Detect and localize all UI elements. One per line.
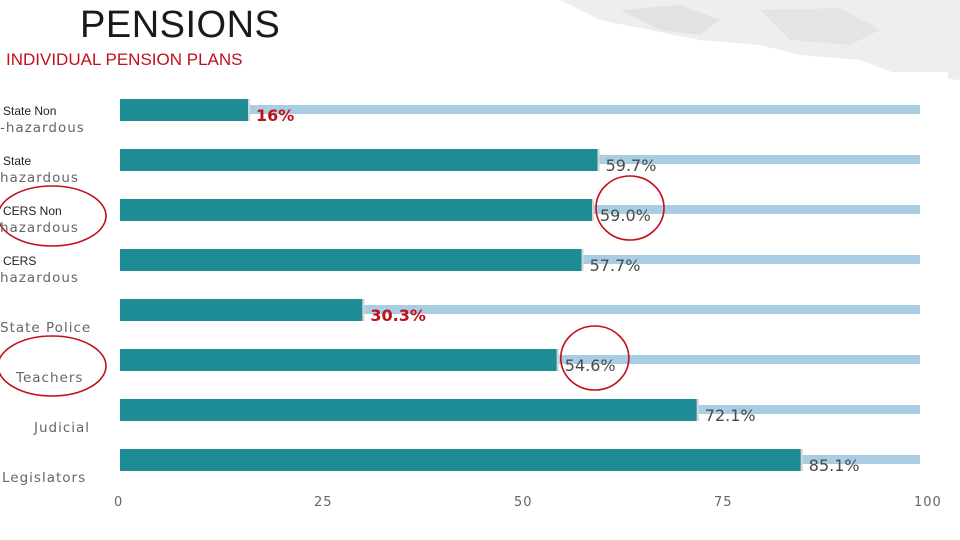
bar-end-cap [362,299,365,321]
bar [120,399,697,421]
bar [120,199,592,221]
data-label: 72.1% [704,406,756,425]
annotation-circle [0,185,107,247]
data-label: 59.7% [605,156,657,175]
bar-end-cap [581,249,584,271]
x-tick-label: 50 [514,495,533,510]
category-label: State Non [3,104,57,118]
data-label: 54.6% [564,356,616,375]
category-label: CERS [3,254,37,268]
slide-subtitle: INDIVIDUAL PENSION PLANS [6,50,243,69]
category-label: Judicial [34,420,91,436]
x-tick-label: 25 [314,495,333,510]
category-label: hazardous [0,270,79,286]
category-label: hazardous [0,220,79,236]
data-label: 85.1% [808,456,860,475]
x-tick-label: 0 [114,495,123,510]
data-label: 59.0% [600,206,651,225]
bar-end-cap [597,149,600,171]
category-label: Teachers [16,370,84,386]
bar [120,299,363,321]
annotation-circle [595,175,665,241]
chart-panel: 0 25 50 75 100 16% State Non -hazardous 59.7% St… [0,72,948,527]
category-label: CERS Non [3,204,62,218]
slide-title: PENSIONS [80,4,281,46]
bar-end-cap [592,199,594,221]
annotation-circle [0,335,107,397]
category-label: Legislators [2,470,87,486]
bar-end-cap [696,399,699,421]
bar-end-cap [248,99,250,121]
category-label: State Police [0,320,92,336]
bar [120,349,557,371]
data-label: 57.7% [589,256,641,275]
x-tick-label: 100 [914,495,942,510]
bar [120,149,598,171]
bar [120,449,801,471]
bar [120,99,248,121]
data-label: 30.3% [370,306,426,325]
bar-chart: 0 25 50 75 100 [0,99,942,510]
bar-end-cap [556,349,559,371]
bar-end-cap [800,449,803,471]
bar-track [120,105,920,114]
annotation-circle [559,325,630,391]
x-tick-label: 75 [714,495,733,510]
category-label: State [3,154,32,168]
bar [120,249,582,271]
data-label: 16% [256,106,295,125]
bar-track [120,305,920,314]
category-label: hazardous [0,170,79,186]
category-label: -hazardous [0,120,85,136]
